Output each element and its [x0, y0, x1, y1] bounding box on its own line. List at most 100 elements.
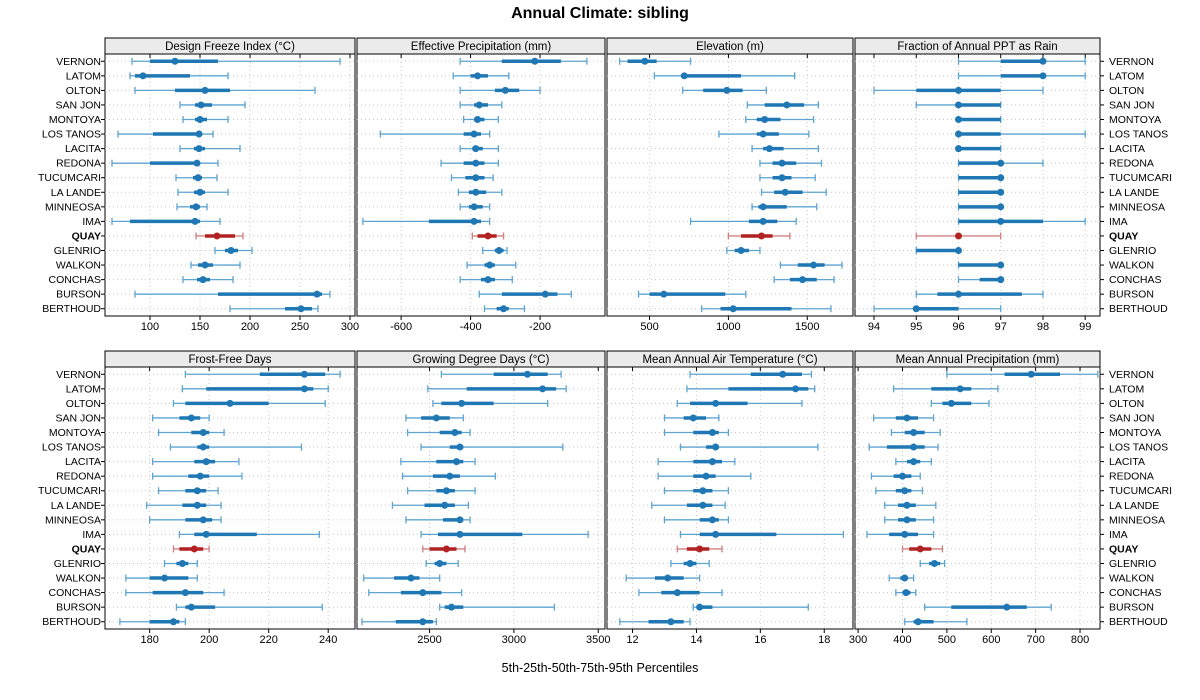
- percentile-row-burson: [175, 603, 323, 611]
- percentile-row-conchas: [125, 589, 225, 597]
- percentile-row-montoya: [157, 429, 225, 436]
- median-dot: [442, 487, 450, 495]
- station-label-latom: LATOM: [1109, 383, 1144, 395]
- median-dot: [190, 545, 198, 553]
- percentile-row-los-tanos: [718, 130, 810, 138]
- median-dot: [419, 589, 427, 597]
- median-dot: [947, 399, 955, 407]
- station-label-latom: LATOM: [66, 383, 101, 395]
- panel-growing-degree-days-c: Growing Degree Days (°C) 2500 3000 3500: [356, 350, 610, 646]
- percentile-row-berthoud: [873, 305, 1002, 313]
- median-dot: [903, 516, 911, 524]
- station-label-los-tanos: LOS TANOS: [42, 129, 101, 141]
- percentile-row-san-jon: [746, 101, 819, 109]
- axis-tick-label: 500: [640, 321, 658, 333]
- percentile-row-montoya: [182, 116, 229, 123]
- median-dot: [901, 487, 909, 495]
- percentile-row-walkon: [625, 574, 701, 582]
- percentile-row-berthoud: [619, 618, 691, 626]
- median-dot: [187, 603, 195, 611]
- percentile-row-lacita: [459, 145, 500, 153]
- percentile-row-olton: [930, 399, 990, 407]
- median-dot: [902, 589, 910, 597]
- station-label-lacita: LACITA: [65, 456, 101, 468]
- percentile-row-vernon: [440, 370, 562, 378]
- panel-box: [854, 53, 1101, 317]
- station-label-berthoud: BERTHOUD: [42, 303, 101, 315]
- median-dot: [300, 370, 308, 378]
- station-label-tucumcari: TUCUMCARI: [38, 485, 101, 497]
- axis-tick-label: 300: [341, 321, 359, 333]
- station-label-glenrio: GLENRIO: [54, 245, 101, 257]
- station-label-burson: BURSON: [56, 289, 101, 301]
- percentile-row-redona: [957, 159, 1044, 167]
- axis-tick-label: 99: [1079, 321, 1091, 333]
- percentile-row-los-tanos: [169, 443, 303, 451]
- percentile-row-burson: [134, 290, 331, 298]
- median-dot: [139, 72, 147, 80]
- percentile-row-ima: [679, 530, 845, 538]
- station-label-berthoud: BERTHOUD: [42, 616, 101, 628]
- median-dot: [997, 217, 1005, 225]
- percentile-row-quay: [901, 545, 944, 553]
- median-dot: [903, 414, 911, 422]
- station-label-minneosa: MINNEOSA: [45, 514, 101, 526]
- median-dot: [914, 618, 922, 626]
- station-label-tucumcari: TUCUMCARI: [1109, 172, 1172, 184]
- median-dot: [916, 545, 924, 553]
- station-labels-right-row0: VERNON LATOM OLTON SAN JON MONTOYA LOS TANOS L…: [1109, 56, 1172, 315]
- median-dot: [446, 472, 454, 480]
- chart-title: Annual Climate: sibling: [511, 5, 689, 22]
- percentile-row-tucumcari: [957, 174, 1005, 182]
- percentile-row-la-lande: [651, 501, 726, 509]
- median-dot: [419, 618, 427, 626]
- axis-tick-label: 500: [938, 634, 956, 646]
- percentile-row-la-lande: [457, 188, 503, 196]
- percentile-row-burson: [924, 603, 1052, 611]
- median-dot: [196, 116, 204, 123]
- median-dot: [171, 57, 179, 65]
- median-dot: [1003, 603, 1011, 611]
- percentile-row-conchas: [182, 276, 234, 284]
- median-dot: [213, 232, 221, 240]
- percentile-row-olton: [676, 399, 803, 407]
- panel-strip-title: Frost-Free Days: [188, 354, 271, 366]
- station-label-burson: BURSON: [56, 602, 101, 614]
- median-dot: [472, 145, 480, 153]
- percentile-row-montoya: [462, 116, 500, 123]
- station-label-walkon: WALKON: [1109, 573, 1154, 585]
- station-label-conchas: CONCHAS: [1109, 274, 1162, 286]
- station-label-tucumcari: TUCUMCARI: [38, 172, 101, 184]
- percentile-row-tucumcari: [663, 487, 730, 495]
- median-dot: [193, 487, 201, 495]
- median-dot: [696, 545, 704, 553]
- panel-design-freeze-index-c: Design Freeze Index (°C) 100 150 200 250 300: [101, 37, 359, 333]
- median-dot: [759, 217, 767, 225]
- median-dot: [523, 370, 531, 378]
- station-label-minneosa: MINNEOSA: [1109, 514, 1165, 526]
- station-label-los-tanos: LOS TANOS: [1109, 442, 1168, 454]
- percentile-row-conchas: [459, 276, 513, 284]
- percentile-row-burson: [692, 603, 809, 611]
- axis-tick-label: -600: [390, 321, 412, 333]
- median-dot: [456, 530, 464, 538]
- median-dot: [474, 72, 482, 80]
- percentile-row-glenrio: [915, 247, 962, 254]
- median-dot: [495, 247, 503, 254]
- median-dot: [1039, 57, 1047, 65]
- percentile-row-lacita: [954, 145, 1002, 153]
- station-label-la-lande: LA LANDE: [51, 187, 101, 199]
- median-dot: [954, 86, 962, 94]
- median-dot: [910, 443, 918, 451]
- percentile-row-berthoud: [700, 305, 832, 313]
- median-dot: [723, 86, 731, 94]
- percentile-row-glenrio: [214, 247, 253, 254]
- percentile-row-conchas: [895, 589, 917, 597]
- station-label-quay: QUAY: [1109, 543, 1138, 555]
- station-label-redona: REDONA: [1109, 471, 1154, 483]
- station-label-olton: OLTON: [1109, 398, 1144, 410]
- percentile-row-redona: [759, 159, 823, 167]
- median-dot: [161, 574, 169, 582]
- median-dot: [791, 385, 799, 393]
